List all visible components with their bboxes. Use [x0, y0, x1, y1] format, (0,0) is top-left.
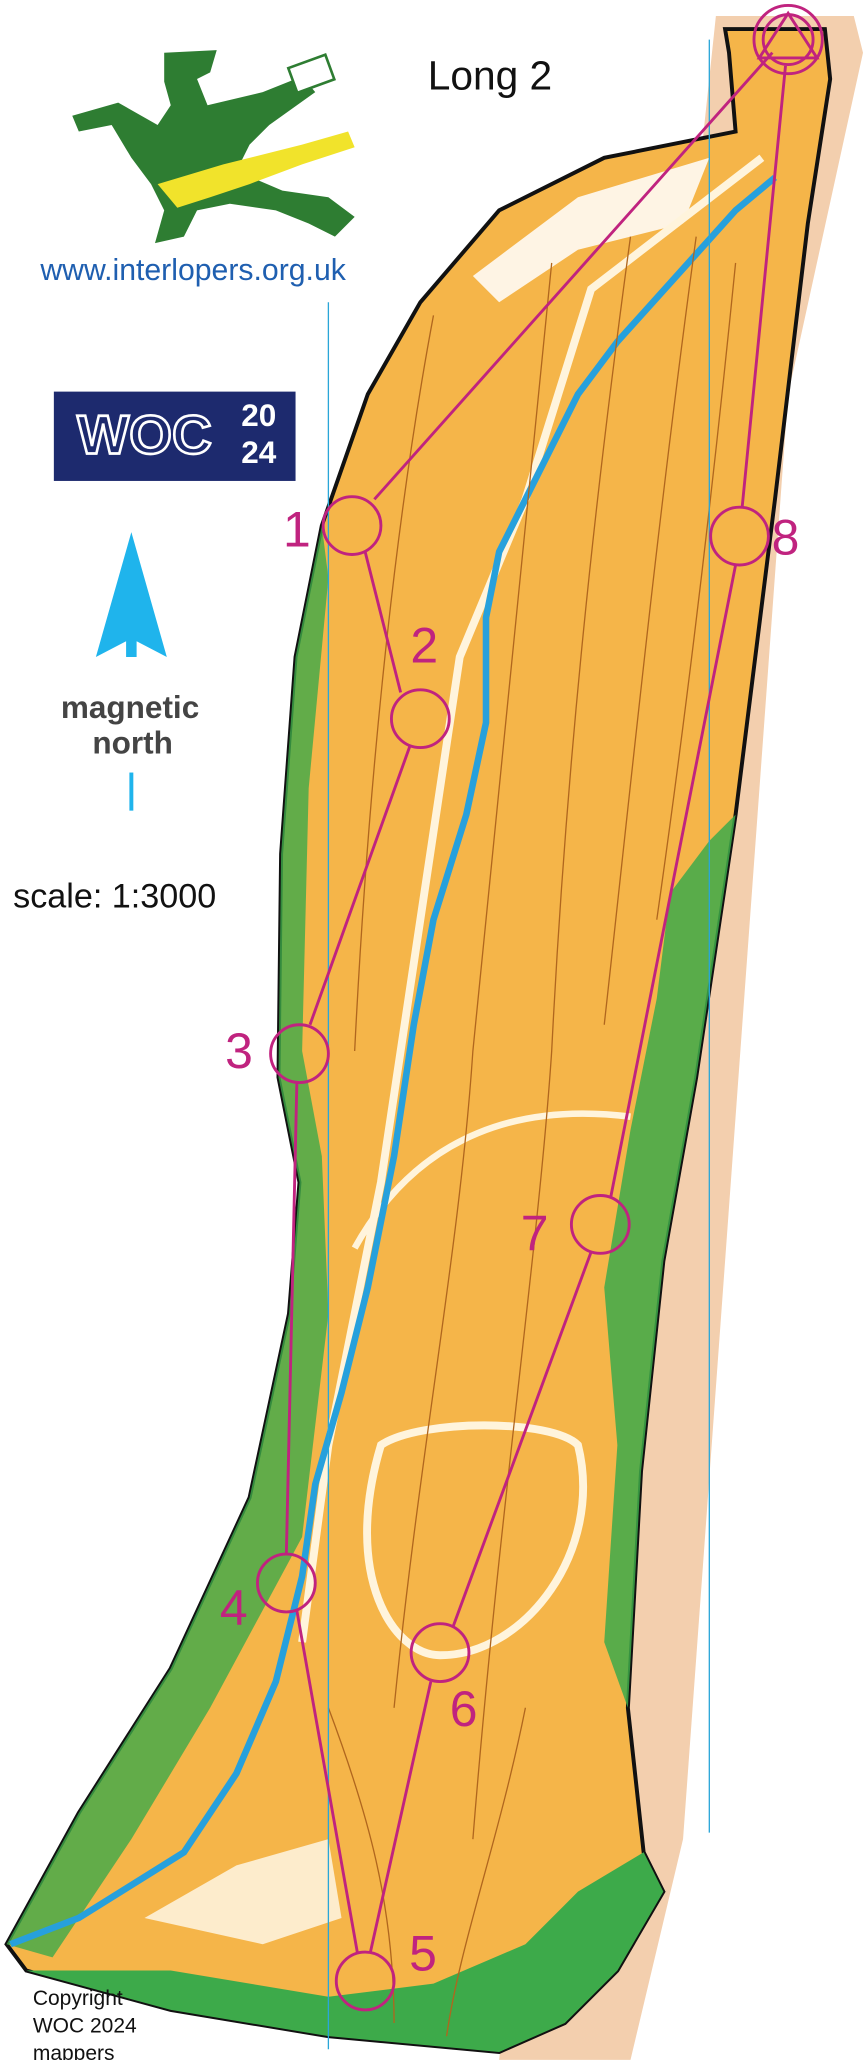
control-number: 7	[521, 1206, 549, 1262]
map-terrain	[7, 16, 863, 2060]
logo-map	[288, 55, 334, 93]
control-number: 1	[283, 502, 311, 558]
control-number: 5	[409, 1926, 437, 1982]
control-number: 8	[772, 510, 800, 566]
copyright-line: mappers	[33, 2042, 115, 2060]
woc-logo-text: WOC	[77, 403, 212, 465]
control-number: 6	[450, 1681, 478, 1737]
copyright-line: Copyright	[33, 1987, 123, 2010]
north-label: magnetic	[61, 689, 199, 725]
club-website: www.interlopers.org.uk	[39, 254, 346, 287]
north-arrow: magnetic north	[61, 532, 199, 810]
copyright: Copyright WOC 2024 mappers	[33, 1987, 137, 2060]
control-number: 2	[410, 617, 438, 673]
club-logo	[72, 50, 354, 243]
copyright-line: WOC 2024	[33, 2015, 137, 2038]
map-title: Long 2	[428, 53, 553, 99]
map-sheet: 1 2 3 4 5 6 7 8 Long 2 www.interlopers.o…	[0, 0, 863, 2060]
north-label: north	[92, 724, 173, 760]
woc-logo: WOC 20 24	[54, 392, 296, 481]
control-number: 4	[220, 1580, 248, 1636]
north-arrowhead	[96, 532, 167, 657]
woc-logo-year: 20	[241, 397, 276, 433]
map-scale: scale: 1:3000	[13, 878, 216, 916]
woc-logo-year: 24	[241, 434, 277, 470]
page: {"header": {"title": "Long 2", "website"…	[0, 0, 863, 2060]
control-number: 3	[225, 1023, 253, 1079]
